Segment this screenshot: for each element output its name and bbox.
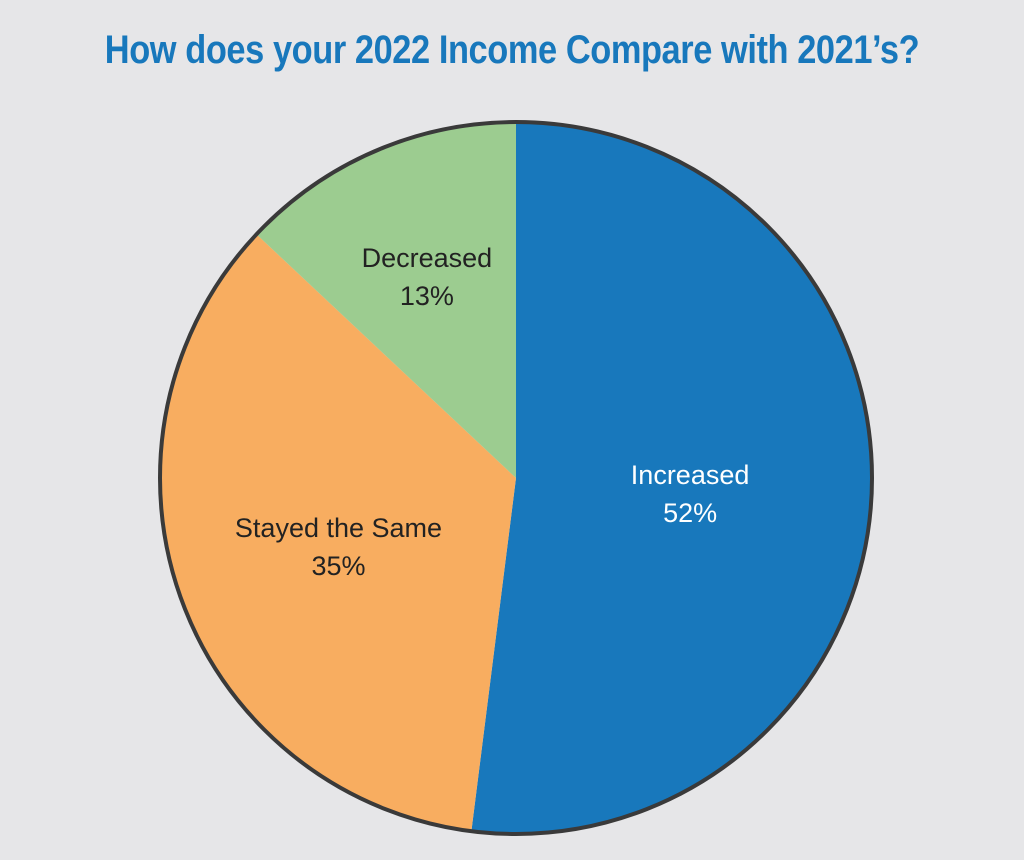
chart-title: How does your 2022 Income Compare with 2… (104, 28, 920, 72)
pie-slice-stayed-the-same (160, 234, 516, 832)
slice-value-label: 35% (311, 551, 365, 581)
pie-slice-increased (471, 122, 873, 834)
pie-slice-decreased (256, 122, 516, 478)
slice-value-label: 13% (400, 281, 454, 311)
slice-label: Increased (631, 460, 750, 490)
slice-value-label: 52% (663, 498, 717, 528)
pie-outline (158, 120, 874, 836)
slice-label: Decreased (362, 243, 493, 273)
slice-label: Stayed the Same (235, 513, 442, 543)
